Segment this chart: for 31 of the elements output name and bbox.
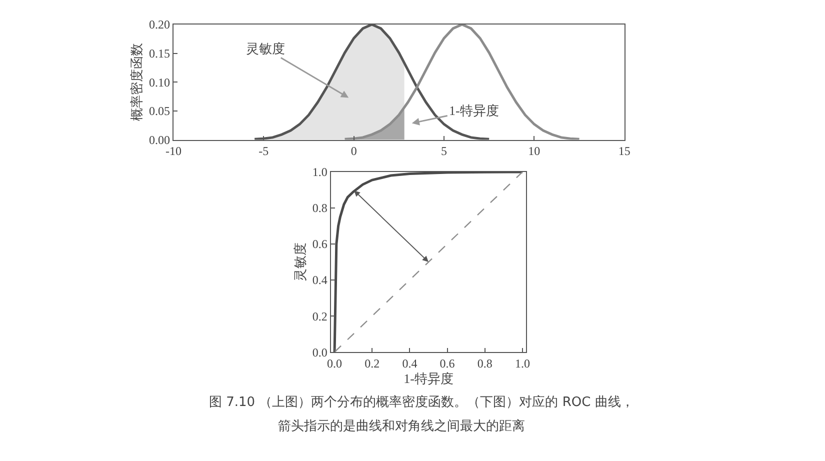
text: 箭头指示的是曲线和对角线之间最大的距离 <box>278 418 525 434</box>
x-tick-label: 5 <box>440 144 447 158</box>
x-tick-label: -5 <box>258 144 269 158</box>
caption: 图 7.10 （上图）两个分布的概率密度函数。（下图）对应的 ROC 曲线， <box>209 394 634 410</box>
x-tick-label: 0.6 <box>440 356 455 370</box>
x-tick-label: 0.0 <box>327 356 342 370</box>
y-axis-title: 灵敏度 <box>292 242 308 282</box>
x-tick-label: 0.8 <box>477 356 492 370</box>
y-tick-label: 0.4 <box>312 273 328 288</box>
x-axis-title: 1-特异度 <box>404 371 454 386</box>
y-tick-label: 0.8 <box>312 201 328 216</box>
y-tick-label: 0.2 <box>312 309 328 324</box>
y-tick-label: 0.20 <box>149 18 170 32</box>
y-axis-title: 概率密度函数 <box>128 43 144 122</box>
y-tick-label: 0.0 <box>312 345 328 360</box>
y-tick-label: 0.10 <box>149 75 170 90</box>
y-tick-label: 0.15 <box>149 46 170 60</box>
annotation: 灵敏度 <box>246 41 285 56</box>
annotation: 1-特异度 <box>449 103 499 118</box>
x-tick-label: 1.0 <box>514 356 530 370</box>
x-tick-label: 10 <box>528 144 540 158</box>
x-tick-label: -10 <box>165 144 182 158</box>
y-tick-label: 0.6 <box>312 237 328 252</box>
x-tick-label: 15 <box>618 144 630 158</box>
x-tick-label: 0 <box>350 144 357 158</box>
x-tick-label: 0.4 <box>402 356 418 370</box>
y-tick-label: 0.00 <box>149 132 170 147</box>
line-series <box>344 24 581 140</box>
y-tick-label: 0.05 <box>149 104 170 118</box>
x-tick-label: 0.2 <box>364 356 380 370</box>
y-tick-label: 1.0 <box>312 165 328 180</box>
